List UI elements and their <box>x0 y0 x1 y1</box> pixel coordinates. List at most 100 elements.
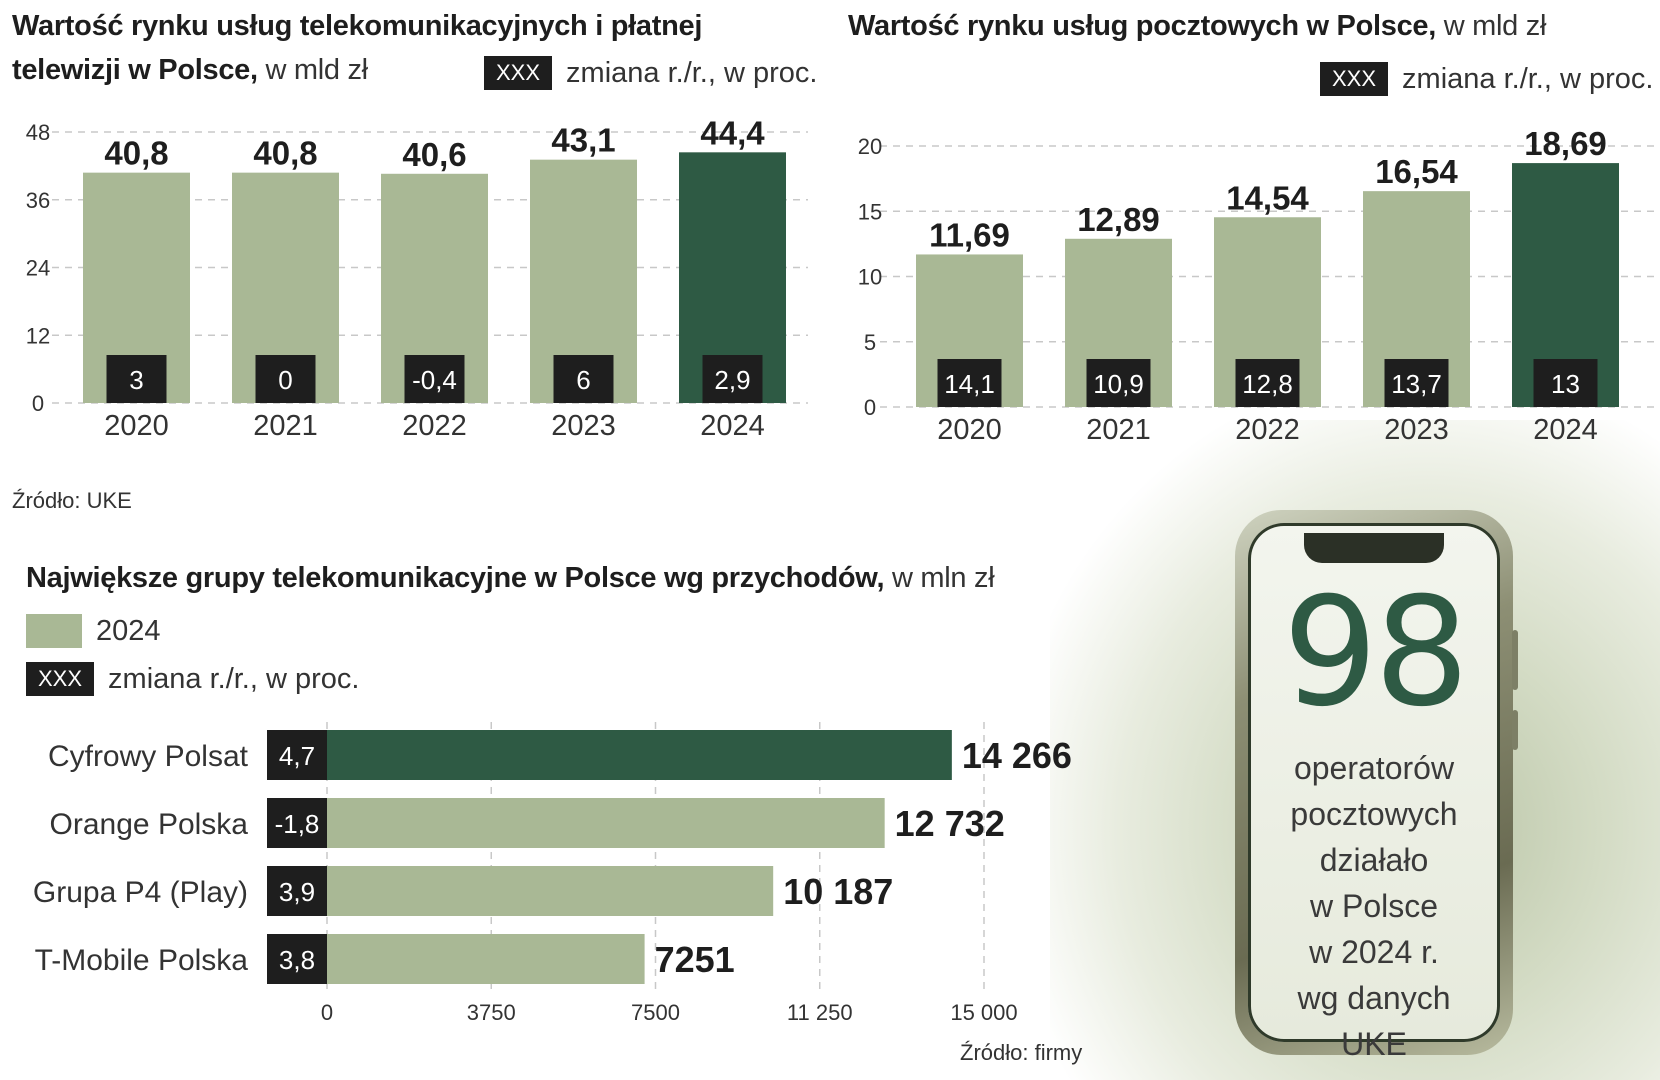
y-tick-label: 0 <box>32 391 44 416</box>
change-label: 0 <box>278 365 292 395</box>
change-box <box>267 798 327 848</box>
phone-line: wg danych <box>1297 980 1451 1016</box>
chart2-unit: w mld zł <box>1443 10 1547 42</box>
data-label: 12,89 <box>1077 201 1160 238</box>
chart2-legend: XXX zmiana r./r., w proc. <box>1320 62 1653 96</box>
x-tick-label: 2021 <box>1086 414 1151 446</box>
x-tick-label: 11 250 <box>787 1000 853 1025</box>
data-label: 18,69 <box>1524 125 1607 162</box>
phone-line: operatorów <box>1293 750 1455 786</box>
change-box <box>553 355 614 403</box>
change-box <box>1086 359 1151 407</box>
phone-line: w 2024 r. <box>1309 934 1439 970</box>
chart3-legend-change: XXX zmiana r./r., w proc. <box>26 662 359 696</box>
x-tick-label: 2022 <box>1235 414 1300 446</box>
data-label: 16,54 <box>1375 153 1458 190</box>
chart3-legend-year: 2024 <box>26 614 161 648</box>
legend-change-label: zmiana r./r., w proc. <box>1402 62 1654 95</box>
y-tick-label: 5 <box>864 330 876 355</box>
data-label: 40,8 <box>104 135 168 172</box>
x-tick-label: 15 000 <box>950 1000 1017 1025</box>
change-label: 10,9 <box>1093 369 1144 399</box>
bar <box>327 866 774 916</box>
change-label: 12,8 <box>1242 369 1293 399</box>
legend-year-label: 2024 <box>96 614 161 647</box>
change-label: -0,4 <box>412 365 457 395</box>
data-label: 40,6 <box>402 136 466 173</box>
data-label: 11,69 <box>929 216 1010 253</box>
change-label: 4,7 <box>279 741 315 771</box>
chart2-title: Wartość rynku usług pocztowych w Polsce,… <box>848 10 1547 42</box>
change-label: 13,7 <box>1391 369 1442 399</box>
chart-telecom-groups: 0 3750 7500 11 250 15 000 4,7 Cyfrowy Polsat 14… <box>33 722 1072 1025</box>
x-tick-label: 2020 <box>104 410 169 442</box>
category-label: Orange Polska <box>50 808 249 841</box>
phone-text: operatorów pocztowych działało w Polsce … <box>1248 745 1500 1067</box>
chart-telecom-market: 0 12 24 36 48 40,8 3 2020 40,8 0 2021 40,6 -0,4 2022 4… <box>26 114 808 442</box>
y-tick-label: 24 <box>26 256 50 281</box>
chart1-source: Źródło: UKE <box>12 488 132 513</box>
change-box <box>255 355 316 403</box>
x-tick-label: 2023 <box>1384 414 1449 446</box>
category-label: Cyfrowy Polsat <box>48 740 249 773</box>
chart1-unit: w mld zł <box>265 54 369 86</box>
change-box <box>702 355 763 403</box>
data-label: 14,54 <box>1226 179 1309 216</box>
change-label: 14,1 <box>944 369 995 399</box>
chart1-legend: XXX zmiana r./r., w proc. <box>484 56 817 90</box>
change-box <box>267 866 327 916</box>
change-label: 6 <box>576 365 590 395</box>
data-label: 43,1 <box>551 122 615 159</box>
change-box <box>1533 359 1598 407</box>
phone-line: działało <box>1319 842 1429 878</box>
chart-postal-market: 0 5 10 15 20 11,69 14,1 2020 12,89 10,9 2021 14,54 1… <box>858 125 1655 446</box>
change-label: 3,8 <box>279 945 315 975</box>
change-box <box>267 730 327 780</box>
x-tick-label: 3750 <box>467 1000 516 1025</box>
y-tick-label: 12 <box>26 323 50 348</box>
legend-change-label: zmiana r./r., w proc. <box>566 56 818 89</box>
bar <box>327 934 645 984</box>
data-label: 12 732 <box>895 803 1005 844</box>
change-box <box>267 934 327 984</box>
change-box <box>404 355 465 403</box>
change-label: 3 <box>129 365 143 395</box>
data-label: 40,8 <box>253 135 317 172</box>
phone-line: w Polsce <box>1309 888 1439 924</box>
phone-line: UKE <box>1341 1026 1407 1062</box>
phone-screen: 98 operatorów pocztowych działało w Pols… <box>1248 523 1500 1062</box>
phone-illustration: 98 operatorów pocztowych działało w Pols… <box>1235 510 1518 1062</box>
category-label: Grupa P4 (Play) <box>33 876 248 909</box>
change-label: 3,9 <box>279 877 315 907</box>
legend-change-marker: XXX <box>26 662 95 696</box>
chart3-unit: w mln zł <box>892 562 995 594</box>
bar <box>327 798 885 848</box>
category-label: T-Mobile Polska <box>35 944 249 977</box>
change-label: -1,8 <box>275 809 320 839</box>
phone-side-button <box>1512 630 1518 690</box>
change-box <box>937 359 1002 407</box>
change-box <box>1235 359 1300 407</box>
bar <box>327 730 952 780</box>
x-tick-label: 2020 <box>937 414 1002 446</box>
x-tick-label: 2023 <box>551 410 616 442</box>
change-box <box>1384 359 1449 407</box>
x-tick-label: 2024 <box>700 410 765 442</box>
y-tick-label: 15 <box>858 199 882 224</box>
y-tick-label: 10 <box>858 265 882 290</box>
change-label: 13 <box>1551 369 1580 399</box>
legend-change-label: zmiana r./r., w proc. <box>108 662 360 695</box>
chart3-source: Źródło: firmy <box>960 1040 1083 1065</box>
change-box <box>106 355 167 403</box>
x-tick-label: 2024 <box>1533 414 1598 446</box>
legend-change-marker: XXX <box>1320 62 1389 96</box>
y-tick-label: 36 <box>26 188 50 213</box>
legend-change-marker: XXX <box>484 56 553 90</box>
legend-year-swatch <box>26 614 82 648</box>
y-tick-label: 20 <box>858 134 882 159</box>
x-tick-label: 2022 <box>402 410 467 442</box>
data-label: 44,4 <box>700 114 765 151</box>
x-tick-label: 2021 <box>253 410 318 442</box>
data-label: 10 187 <box>783 871 893 912</box>
y-tick-label: 0 <box>864 395 876 420</box>
